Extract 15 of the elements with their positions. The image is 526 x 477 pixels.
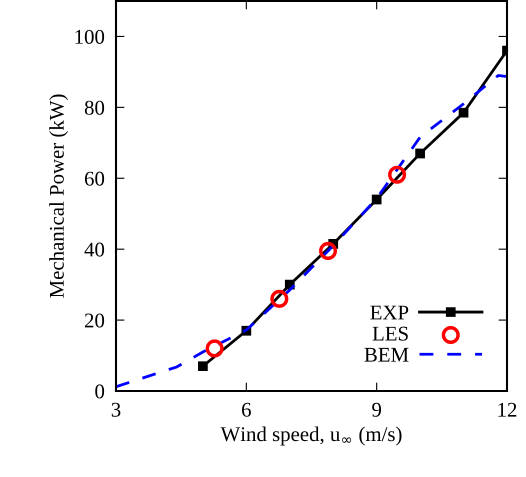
y-tick-label: 100 bbox=[75, 30, 104, 44]
x-tick-label: 3 bbox=[112, 402, 120, 417]
legend-label: LES bbox=[372, 326, 408, 341]
x-tick-label: 12 bbox=[498, 402, 516, 417]
legend-label: EXP bbox=[370, 306, 408, 320]
y-tick-label: 0 bbox=[95, 384, 104, 398]
x-tick-label: 6 bbox=[242, 402, 251, 417]
legend-label: BEM bbox=[364, 348, 408, 362]
y-tick-label: 60 bbox=[84, 172, 104, 186]
y-tick-label: 20 bbox=[84, 313, 104, 328]
y-axis-title: Mechanical Power (kW) bbox=[49, 94, 68, 298]
x-tick-label: 9 bbox=[372, 402, 382, 417]
y-tick-label: 40 bbox=[84, 242, 104, 257]
x-axis-title: Wind speed, u$_{∞}$ (m/s) bbox=[220, 426, 402, 446]
y-tick-label: 80 bbox=[84, 100, 104, 115]
